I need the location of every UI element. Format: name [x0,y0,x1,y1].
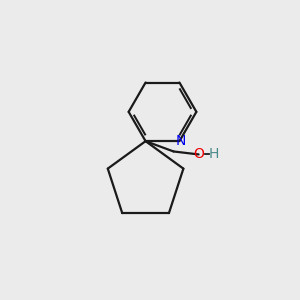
Text: H: H [209,147,219,161]
Text: N: N [176,134,186,148]
Text: O: O [193,147,204,161]
